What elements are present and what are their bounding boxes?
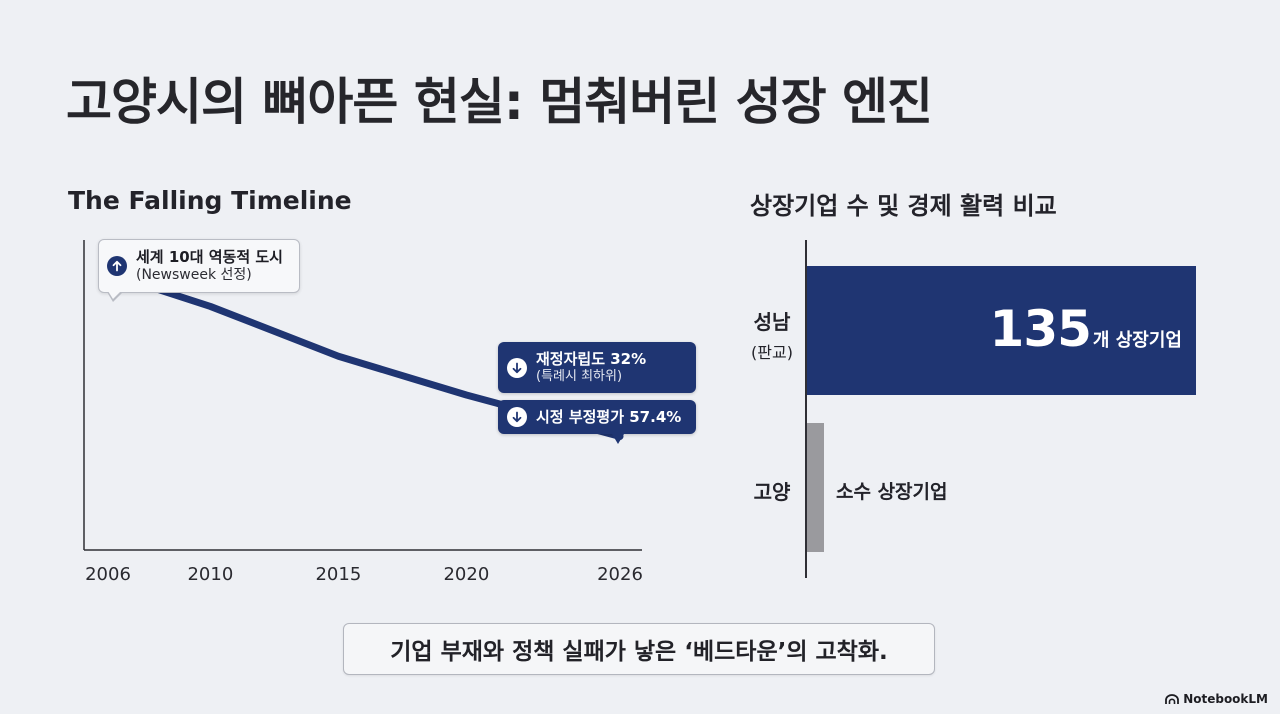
callout-sub-text: (특례시 최하위)	[536, 368, 623, 384]
bar-value-goyang: 소수 상장기업	[836, 481, 948, 503]
arrow-down-icon	[507, 407, 527, 427]
x-tick-label: 2006	[85, 564, 131, 585]
bar-seongnam	[807, 266, 1196, 395]
bar-value-seongnam: 135 개 상장기업	[990, 300, 1182, 358]
brand-mark: NotebookLM	[1165, 692, 1268, 706]
brand-name: NotebookLM	[1183, 692, 1268, 706]
callout-fiscal-independence: 재정자립도 32% (특례시 최하위)	[498, 342, 696, 393]
page-title: 고양시의 뼈아픈 현실: 멈춰버린 성장 엔진	[66, 73, 933, 131]
callout-dynamic-city: 세계 10대 역동적 도시 (Newsweek 선정)	[98, 239, 300, 302]
callout-negative-rating: 시정 부정평가 57.4%	[498, 400, 696, 444]
comparison-subtitle: 상장기업 수 및 경제 활력 비교	[750, 192, 1057, 220]
arrow-down-icon	[507, 357, 527, 378]
x-tick-label: 2010	[187, 564, 234, 585]
bar-label-sub: (판교)	[751, 343, 793, 362]
callout-main-text: 시정 부정평가 57.4%	[536, 407, 682, 426]
x-tick-label: 2020	[443, 564, 490, 585]
bar-value-unit: 개 상장기업	[1092, 330, 1182, 351]
bar-label-main: 성남	[753, 310, 791, 334]
timeline-subtitle: The Falling Timeline	[68, 186, 352, 215]
bar-goyang	[807, 423, 824, 552]
arrow-up-icon	[107, 256, 127, 276]
bar-chart-axis	[805, 240, 807, 578]
bar-label-goyang: 고양	[753, 480, 791, 504]
notebooklm-logo-icon	[1165, 693, 1180, 704]
callout-main-text: 재정자립도 32%	[536, 350, 647, 368]
conclusion-box: 기업 부재와 정책 실패가 낳은 ‘베드타운’의 고착화.	[343, 623, 935, 675]
callout-main-text: 세계 10대 역동적 도시	[136, 247, 283, 266]
bar-label-seongnam: 성남 (판교)	[742, 306, 802, 363]
bar-value-number: 135	[989, 300, 1092, 358]
x-tick-label: 2026	[597, 564, 643, 585]
x-tick-label: 2015	[315, 564, 362, 585]
callout-sub-text: (Newsweek 선정)	[136, 266, 252, 283]
